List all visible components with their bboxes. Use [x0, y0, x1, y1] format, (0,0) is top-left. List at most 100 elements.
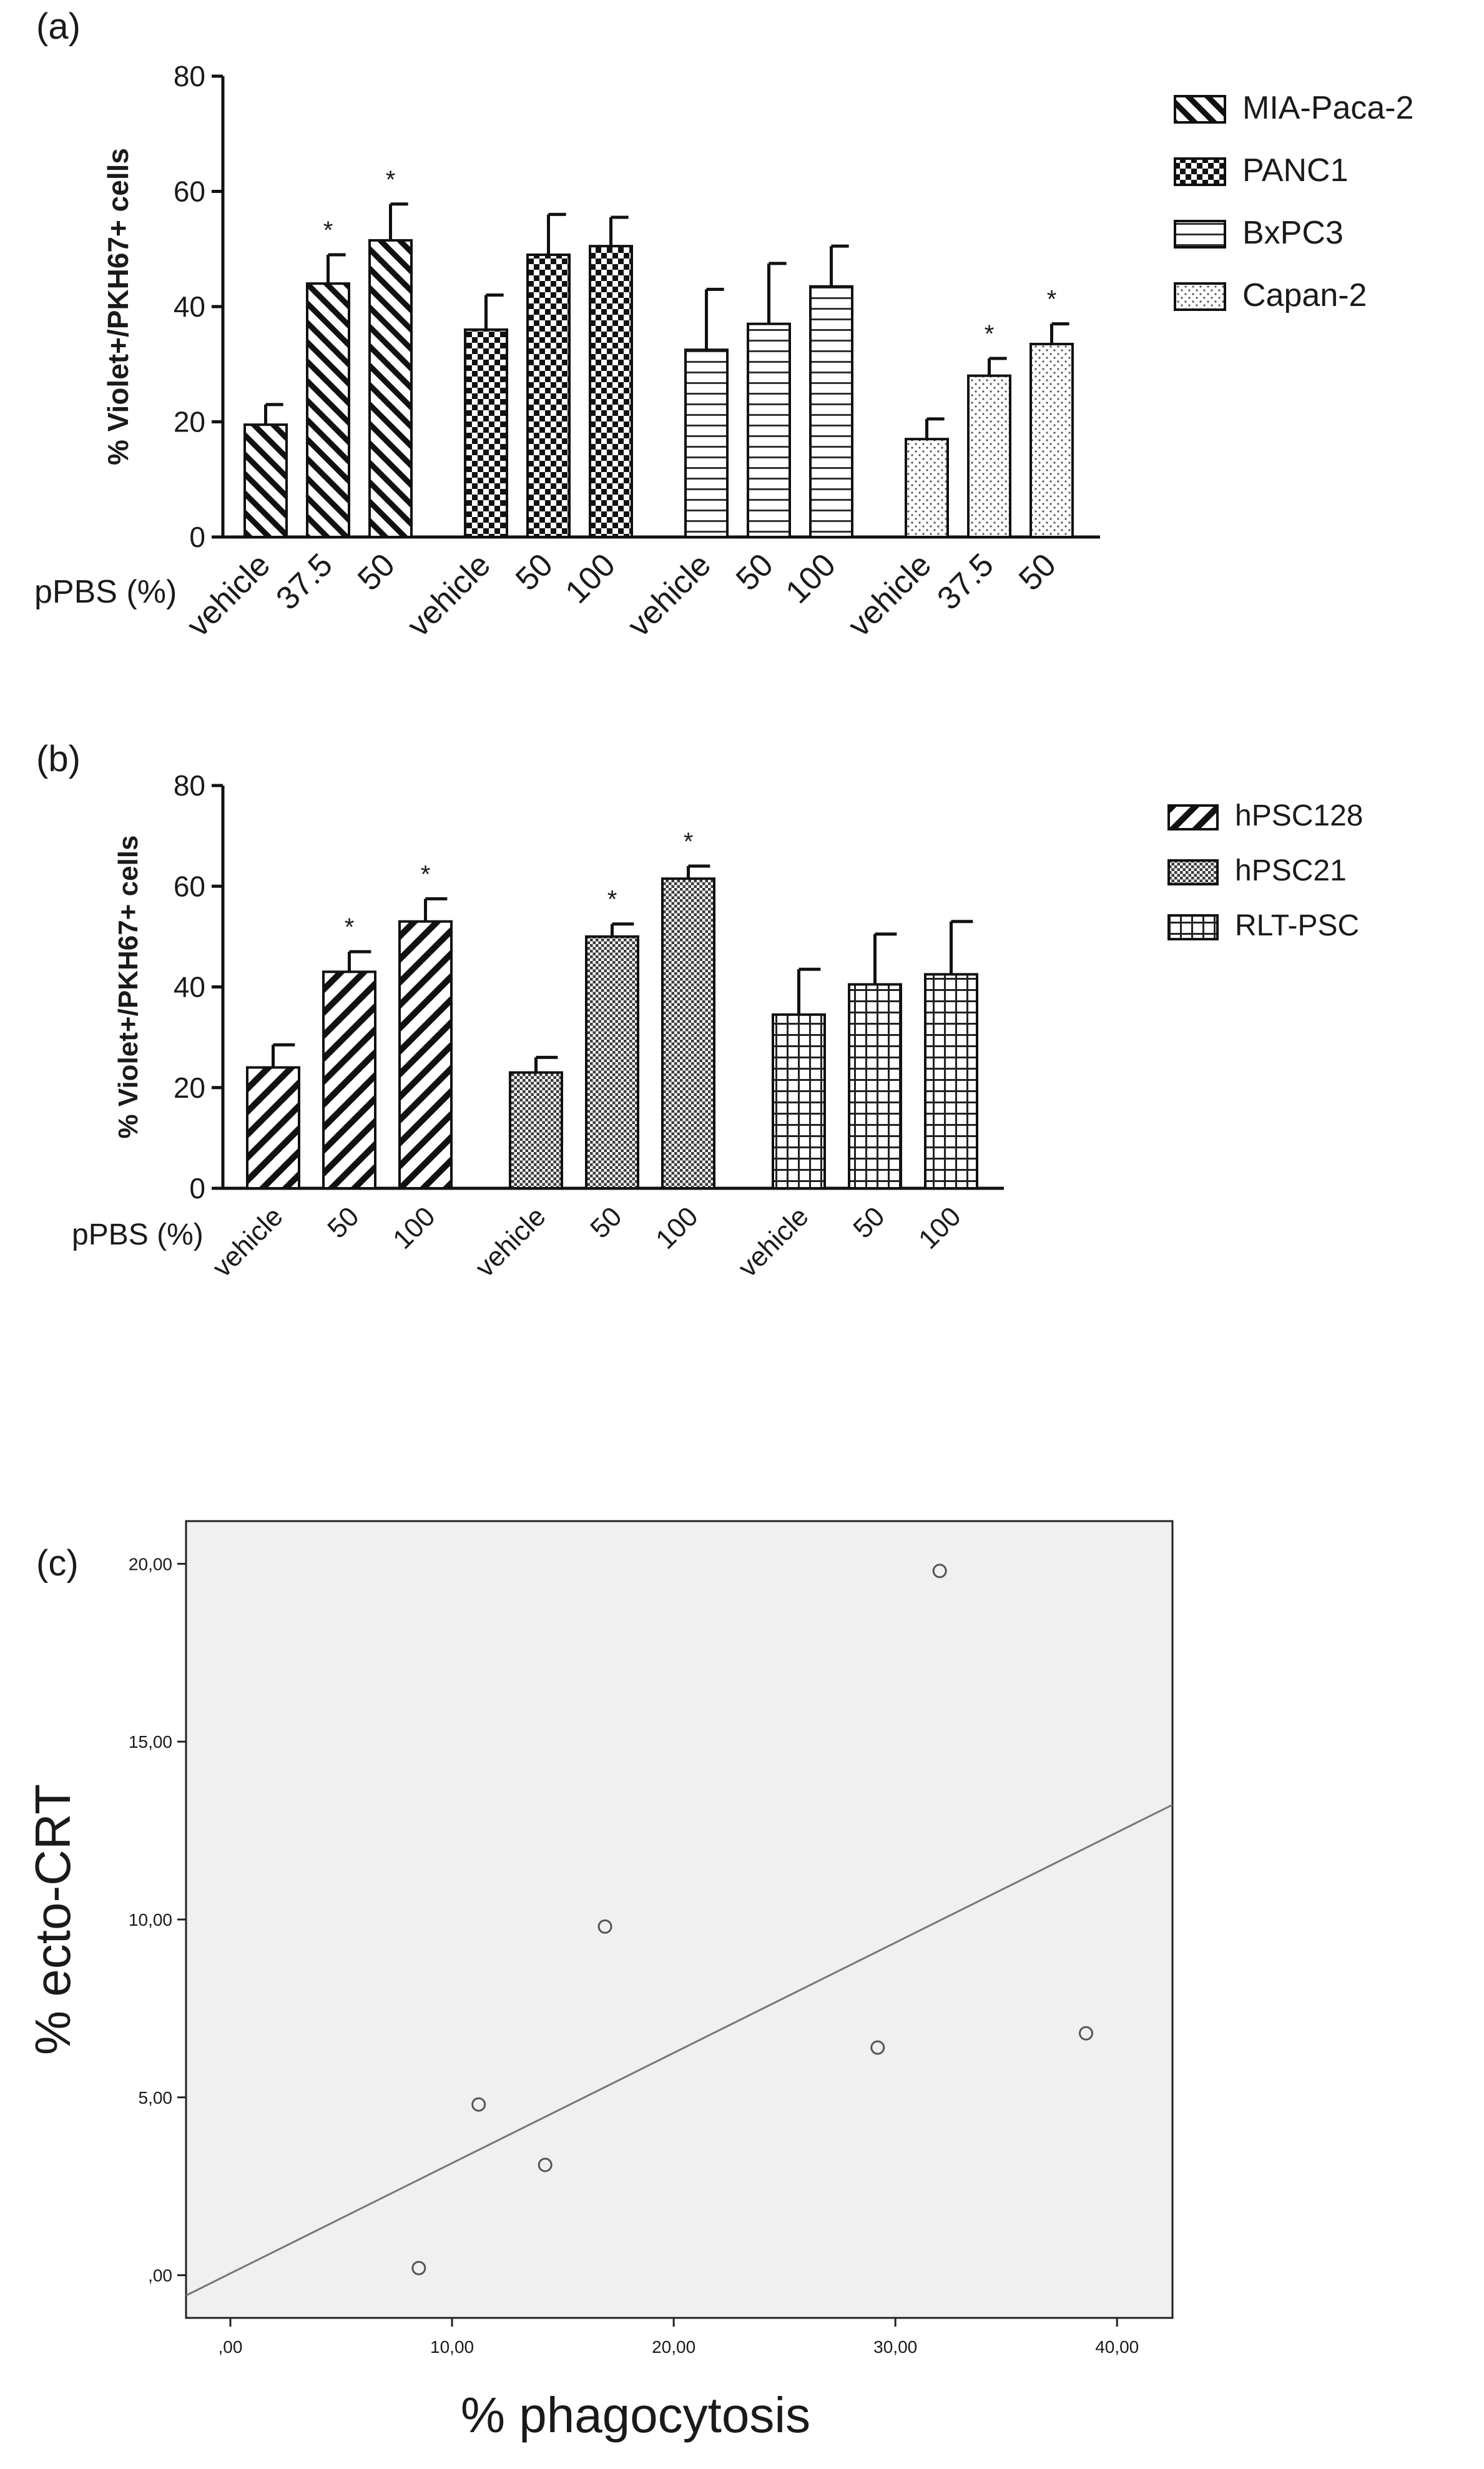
bar-rlt-psc-50: [848, 983, 902, 1190]
x-category-label: 100: [650, 1201, 704, 1255]
x-category-label: 50: [509, 546, 560, 598]
regression-line: [185, 1803, 1173, 2297]
bar-hpsc21-vehicle: [509, 1071, 563, 1190]
x-category-label: 50: [1012, 546, 1063, 598]
y-tick-label: 10,00: [129, 1910, 172, 1929]
significance-marker: *: [345, 914, 355, 941]
bar-panc1-100: [589, 245, 633, 538]
legend-swatch-panc1: [1174, 157, 1226, 186]
y-axis-title: % Violet+/PKH67+ cells: [102, 148, 134, 465]
y-tick-label: 40: [174, 971, 205, 1003]
x-category-label: vehicle: [401, 546, 498, 643]
x-tick-label: 40,00: [1095, 2337, 1139, 2357]
x-category-label: 50: [729, 546, 780, 598]
legend-swatch-bxpc3: [1174, 220, 1226, 249]
x-category-label: 100: [387, 1201, 441, 1255]
legend-swatch-hpsc128: [1167, 804, 1219, 830]
significance-marker: *: [607, 886, 617, 914]
significance-marker: *: [684, 828, 694, 855]
y-tick-label: 0: [189, 1172, 205, 1205]
bar-panc1-vehicle: [464, 328, 508, 539]
y-tick-label: 15,00: [129, 1732, 172, 1752]
x-axis-title: % phagocytosis: [461, 2387, 810, 2443]
bar-capan-2-37-5: [967, 374, 1011, 538]
legend-swatch-hpsc21: [1167, 859, 1219, 885]
x-category-label: 50: [322, 1201, 365, 1244]
y-tick-label: 80: [174, 769, 205, 802]
significance-marker: *: [421, 860, 431, 888]
panel-label: (a): [36, 6, 81, 47]
y-tick-label: 60: [174, 870, 205, 902]
x-category-label: 100: [913, 1201, 967, 1255]
bar-bxpc3-50: [747, 322, 791, 538]
x-category-label: 37.5: [269, 546, 340, 617]
plot-area: [185, 1520, 1174, 2319]
legend-swatch-mia-paca-2: [1174, 95, 1226, 124]
bar-hpsc128-vehicle: [246, 1066, 300, 1190]
y-tick-label: ,00: [148, 2266, 172, 2285]
y-tick-label: 20: [174, 406, 205, 438]
x-category-label: 100: [559, 546, 622, 610]
y-axis-title: % ecto-CRT: [25, 1784, 81, 2055]
bar-capan-2-50: [1029, 342, 1074, 539]
y-tick-label: 20,00: [129, 1554, 172, 1574]
y-tick-label: 5,00: [139, 2088, 173, 2107]
bar-capan-2-vehicle: [905, 438, 949, 538]
bar-mia-paca-2-50: [368, 239, 413, 538]
x-category-label: vehicle: [469, 1201, 551, 1283]
legend-label: RLT-PSC: [1235, 909, 1359, 942]
bar-bxpc3-100: [809, 285, 853, 538]
significance-marker: *: [985, 320, 995, 348]
panel-label: (b): [36, 739, 81, 779]
x-tick-label: 30,00: [873, 2337, 917, 2357]
significance-marker: *: [1047, 286, 1057, 313]
x-category-label: 50: [847, 1201, 890, 1244]
x-prefix-label: pPBS (%): [34, 574, 177, 610]
panel-a: (a) 0 20 40 60 80 % Violet+/PKH67+ cells pPBS (…: [34, 6, 1414, 644]
y-tick-label: 80: [174, 60, 205, 92]
x-category-label: vehicle: [732, 1201, 814, 1283]
scatter-point: [870, 2040, 885, 2055]
x-tick-label: ,00: [219, 2337, 243, 2357]
bar-hpsc21-50: [585, 935, 639, 1190]
bar-panc1-50: [526, 253, 571, 538]
legend-label: MIA-Paca-2: [1242, 90, 1414, 126]
bar-bxpc3-vehicle: [684, 348, 729, 538]
x-category-label: 100: [779, 546, 843, 610]
bar-rlt-psc-vehicle: [772, 1013, 826, 1190]
bar-mia-paca-2-vehicle: [243, 423, 288, 538]
y-tick-label: 60: [174, 175, 205, 208]
x-category-label: vehicle: [180, 546, 277, 643]
bar-rlt-psc-100: [924, 973, 978, 1190]
scatter-point: [538, 2157, 553, 2172]
x-category-label: vehicle: [621, 546, 718, 643]
x-category-label: 50: [584, 1201, 627, 1244]
legend-swatch-capan-2: [1174, 282, 1226, 311]
legend-swatch-rlt-psc: [1167, 914, 1219, 940]
scatter-point: [597, 1919, 612, 1934]
x-category-label: 50: [351, 546, 402, 598]
x-tick-label: 10,00: [430, 2337, 474, 2357]
significance-marker: *: [323, 217, 333, 244]
scatter-point: [471, 2097, 486, 2112]
y-tick-label: 40: [174, 290, 205, 323]
x-tick-label: 20,00: [652, 2337, 695, 2357]
bar-mia-paca-2-37-5: [306, 282, 350, 538]
legend-label: Capan-2: [1242, 277, 1367, 313]
x-category-label: 37.5: [930, 546, 1001, 617]
x-category-label: vehicle: [207, 1201, 288, 1283]
legend-label: hPSC21: [1235, 854, 1347, 887]
bar-hpsc128-50: [322, 970, 376, 1190]
x-prefix-label: pPBS (%): [72, 1218, 204, 1251]
legend-label: hPSC128: [1235, 799, 1363, 832]
legend-label: BxPC3: [1242, 215, 1344, 251]
panel-b: (b) 0 20 40 60 80 % Violet+/PKH67+ cells pPBS (…: [36, 739, 1363, 1283]
scatter-point: [411, 2260, 426, 2275]
scatter-point: [1079, 2026, 1094, 2041]
scatter-point: [932, 1564, 947, 1579]
panel-label: (c): [36, 1543, 79, 1584]
panel-c: (c) ,00 5,00 10,00 15,00 20,00 ,00 10,00 20,00 30…: [25, 1520, 1174, 2443]
y-tick-label: 0: [189, 521, 205, 553]
significance-marker: *: [386, 166, 396, 194]
